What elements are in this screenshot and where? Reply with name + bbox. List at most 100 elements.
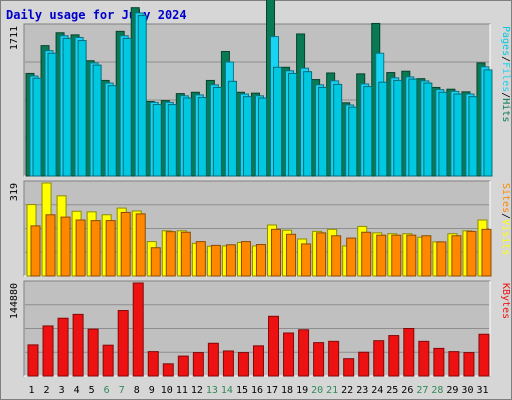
bar-sites-day-20 — [316, 232, 327, 277]
legend-separator: / — [500, 56, 511, 62]
x-day-label: 28 — [431, 385, 443, 396]
bar-sites-day-23 — [361, 231, 372, 277]
bar-kbytes-day-21 — [328, 340, 340, 377]
x-day-label: 7 — [119, 385, 125, 396]
bar-pages-day-27 — [423, 82, 433, 177]
bar-kbytes-day-6 — [102, 344, 114, 377]
bar-kbytes-day-8 — [132, 282, 144, 377]
bar-sites-day-9 — [150, 247, 161, 277]
x-day-label: 25 — [386, 385, 398, 396]
x-day-label: 19 — [296, 385, 308, 396]
legend-separator: / — [500, 213, 511, 219]
bar-pages-day-16 — [257, 97, 267, 177]
bar-pages-day-26 — [408, 78, 418, 177]
x-day-label: 29 — [446, 385, 458, 396]
bar-pages-day-22 — [348, 106, 358, 177]
bar-pages-day-7 — [122, 37, 132, 177]
x-day-label: 15 — [236, 385, 248, 396]
bar-kbytes-day-17 — [268, 315, 280, 377]
bar-sites-day-7 — [120, 211, 131, 277]
x-day-label: 12 — [191, 385, 203, 396]
bar-kbytes-day-2 — [42, 325, 54, 377]
bar-sites-day-24 — [376, 234, 387, 277]
bar-kbytes-day-29 — [448, 351, 460, 377]
bar-sites-day-4 — [75, 219, 86, 277]
bar-pages-day-10 — [167, 104, 177, 177]
x-day-label: 18 — [281, 385, 293, 396]
bar-kbytes-day-10 — [162, 363, 174, 377]
legend-visits: Visits — [500, 219, 511, 255]
bar-pages-day-19 — [303, 71, 313, 177]
bar-pages-day-20 — [318, 86, 328, 177]
bar-sites-day-17 — [271, 228, 282, 277]
panel-middle: 319 Sites/Visits — [9, 180, 511, 277]
bar-sites-day-25 — [391, 234, 402, 277]
x-day-label: 20 — [311, 385, 323, 396]
bar-pages-day-23 — [363, 86, 373, 177]
bar-pages-day-8 — [137, 15, 147, 177]
chart-title: Daily usage for July 2024 — [6, 8, 187, 22]
bar-pages-day-28 — [438, 91, 448, 177]
bar-kbytes-day-3 — [57, 317, 69, 377]
bar-pages-day-21 — [333, 83, 343, 177]
bar-sites-day-15 — [240, 241, 251, 277]
y-max-label: 319 — [9, 183, 20, 201]
bar-kbytes-day-14 — [222, 350, 234, 377]
x-day-label: 11 — [176, 385, 188, 396]
bar-kbytes-day-9 — [147, 351, 159, 377]
legend-sites: Sites — [500, 183, 511, 213]
bar-sites-day-18 — [286, 233, 297, 277]
x-day-label: 2 — [44, 385, 50, 396]
x-day-label: 21 — [326, 385, 338, 396]
bar-sites-day-5 — [90, 220, 101, 277]
bar-sites-day-26 — [406, 234, 417, 277]
panel-legend: Pages/Files/Hits — [500, 26, 511, 122]
bar-sites-day-29 — [451, 235, 462, 277]
bar-kbytes-day-28 — [433, 347, 445, 377]
bar-kbytes-day-24 — [373, 340, 385, 377]
bar-pages-day-30 — [468, 96, 478, 177]
bar-kbytes-day-16 — [252, 345, 264, 377]
bar-sites-day-8 — [135, 213, 146, 277]
bar-pages-day-24 — [378, 81, 388, 177]
x-day-label: 3 — [59, 385, 65, 396]
bar-kbytes-day-18 — [283, 332, 295, 377]
bar-kbytes-day-11 — [177, 355, 189, 377]
legend-files: Files — [500, 62, 511, 92]
panel-legend: KBytes — [500, 283, 511, 319]
bar-pages-day-29 — [453, 93, 463, 177]
bar-pages-day-5 — [92, 64, 102, 177]
bar-pages-day-4 — [77, 40, 87, 177]
bar-pages-day-13 — [212, 86, 222, 177]
x-day-label: 1 — [29, 385, 35, 396]
bar-pages-day-12 — [197, 97, 207, 177]
x-day-label: 10 — [161, 385, 173, 396]
legend-pages: Pages — [500, 26, 511, 56]
bar-sites-day-6 — [105, 220, 116, 277]
legend-kbytes: KBytes — [500, 283, 511, 319]
bar-sites-day-22 — [346, 237, 357, 277]
bar-kbytes-day-27 — [418, 340, 430, 377]
bar-pages-day-2 — [47, 52, 57, 177]
bar-pages-day-17 — [273, 66, 283, 177]
bar-kbytes-day-20 — [313, 342, 325, 377]
x-day-label: 27 — [416, 385, 428, 396]
bar-pages-day-18 — [288, 72, 298, 177]
bar-sites-day-16 — [255, 244, 266, 277]
panel-legend: Sites/Visits — [500, 183, 511, 255]
x-day-label: 4 — [74, 385, 80, 396]
bar-pages-day-3 — [62, 37, 72, 177]
x-day-label: 22 — [341, 385, 353, 396]
bar-pages-day-1 — [32, 77, 42, 177]
bar-kbytes-day-7 — [117, 310, 129, 377]
x-day-label: 24 — [371, 385, 383, 396]
x-day-label: 14 — [221, 385, 233, 396]
bar-sites-day-31 — [481, 228, 492, 277]
bar-sites-day-2 — [45, 214, 56, 277]
bar-sites-day-12 — [195, 241, 206, 277]
x-day-label: 26 — [401, 385, 413, 396]
x-day-label: 17 — [266, 385, 278, 396]
legend-separator: / — [500, 92, 511, 98]
bar-sites-day-3 — [60, 216, 71, 277]
